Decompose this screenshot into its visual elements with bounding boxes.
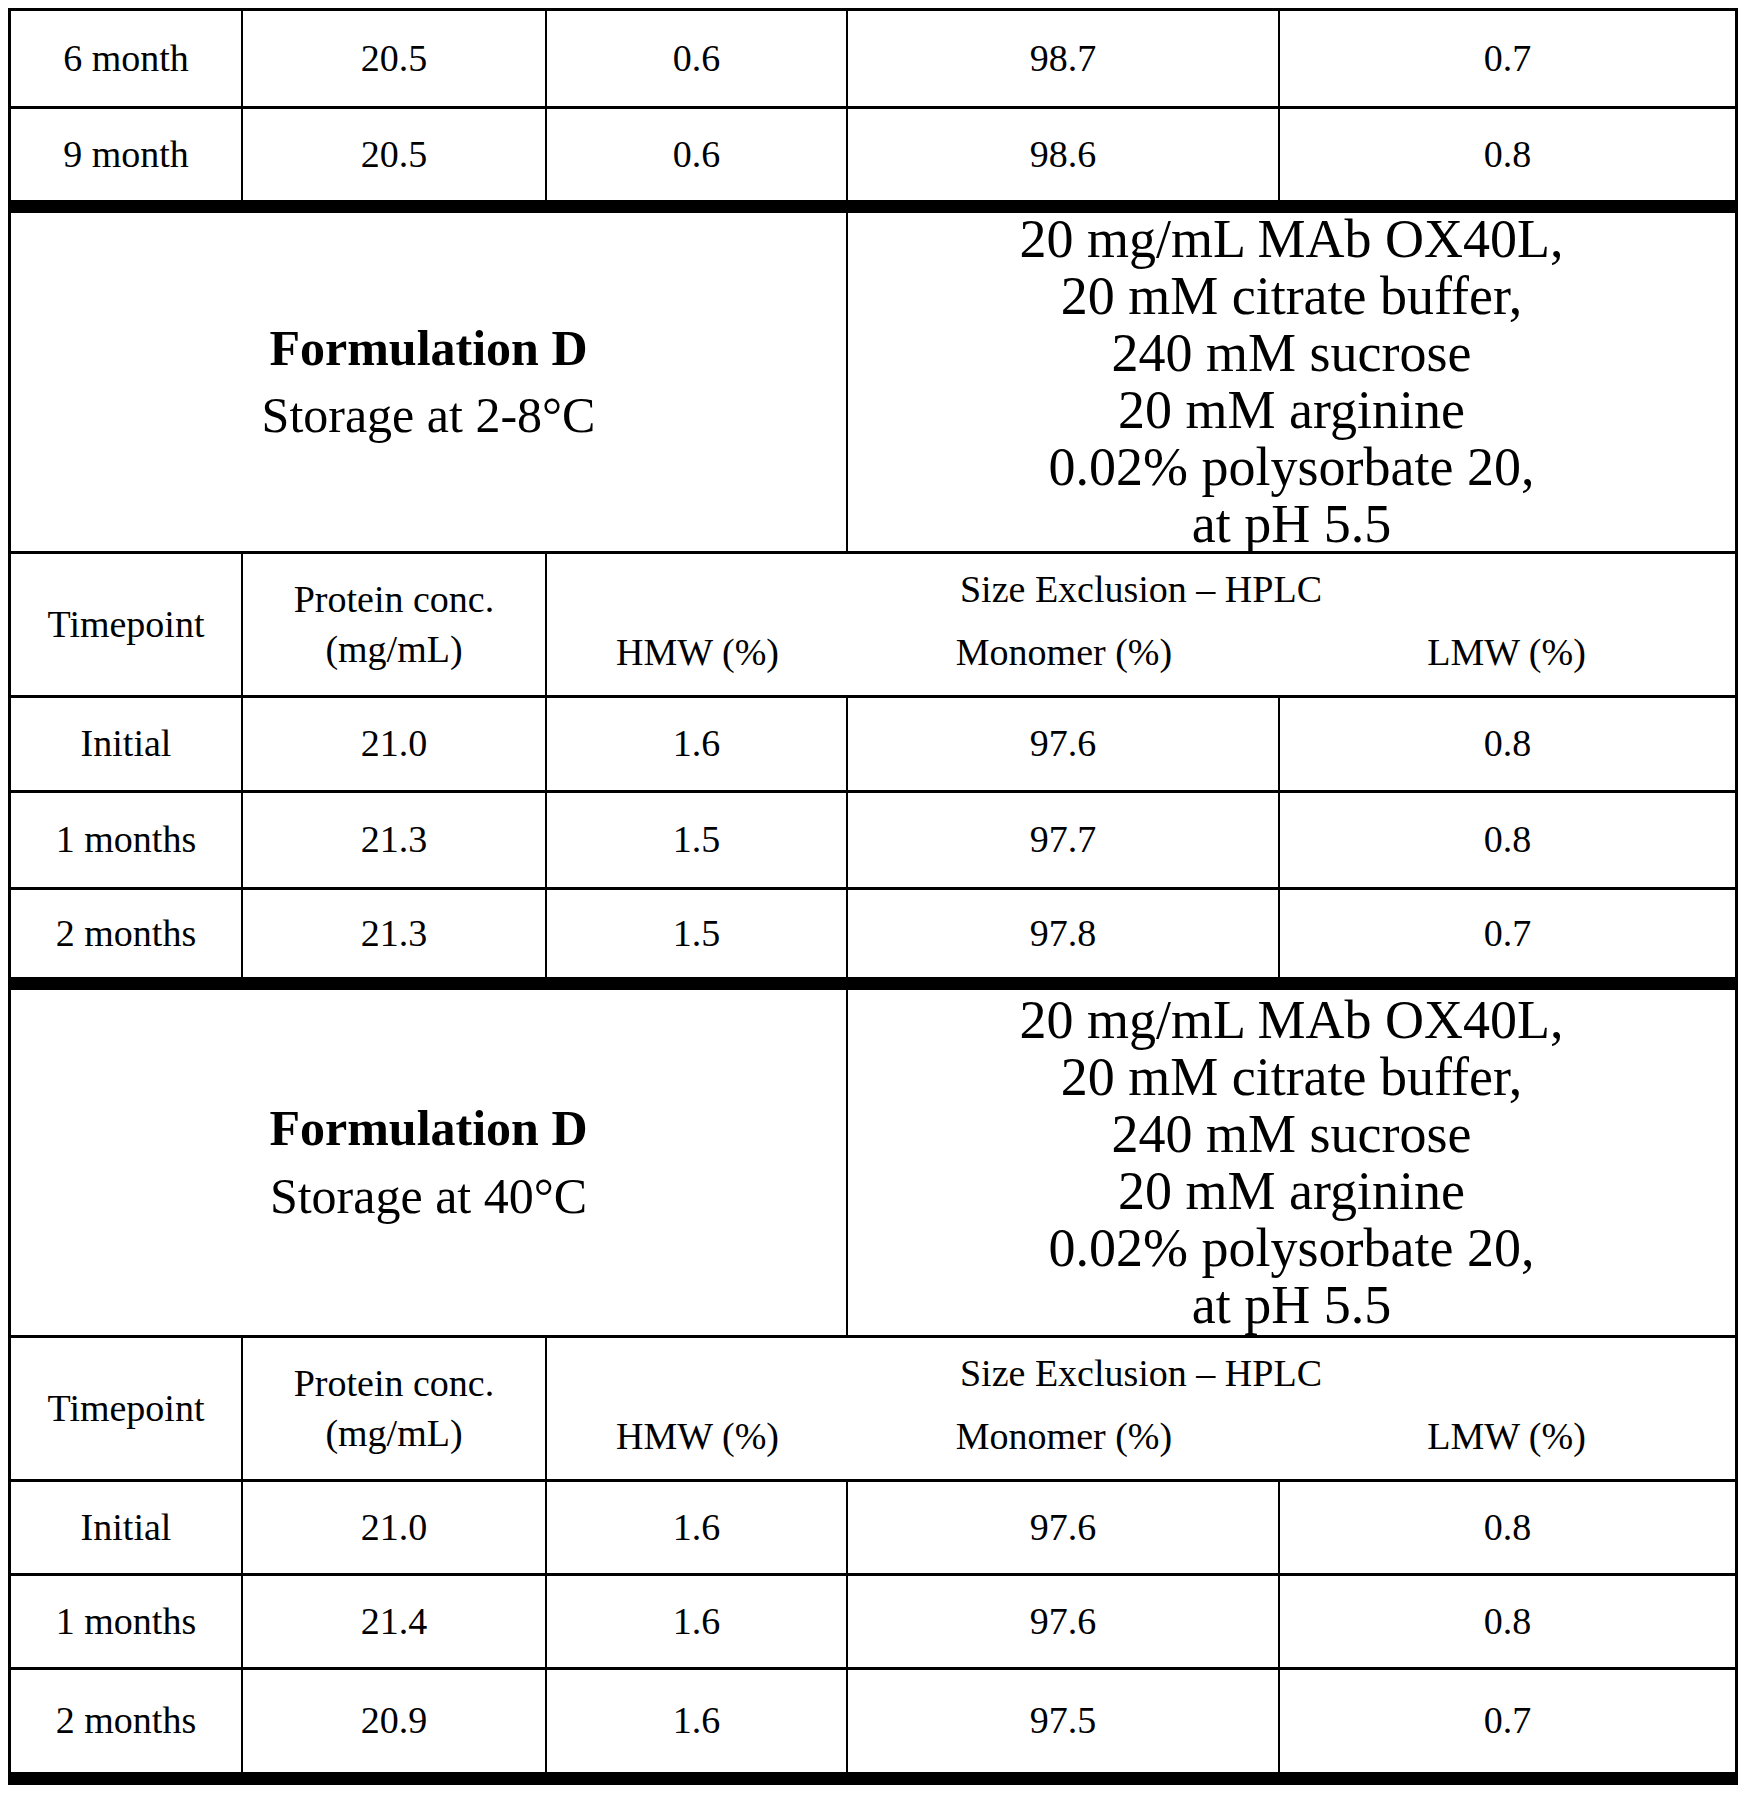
header-lmw: LMW (%) bbox=[1280, 631, 1733, 675]
cell-hmw: 1.6 bbox=[547, 698, 848, 790]
cell-protein-conc: 21.3 bbox=[243, 890, 547, 977]
composition-line: 20 mg/mL MAb OX40L, bbox=[1020, 211, 1564, 268]
cell-timepoint: 2 months bbox=[11, 1670, 243, 1772]
formulation-composition-cell: 20 mg/mL MAb OX40L, 20 mM citrate buffer… bbox=[848, 990, 1735, 1335]
cell-timepoint: 1 months bbox=[11, 1576, 243, 1667]
header-lmw: LMW (%) bbox=[1280, 1415, 1733, 1459]
header-protein-conc-line1: Protein conc. bbox=[294, 1359, 495, 1408]
cell-hmw: 0.6 bbox=[547, 11, 848, 106]
cell-lmw: 0.8 bbox=[1280, 793, 1735, 887]
composition-line: 20 mM arginine bbox=[1118, 1163, 1465, 1220]
cell-lmw: 0.7 bbox=[1280, 11, 1735, 106]
cell-monomer: 98.7 bbox=[848, 11, 1280, 106]
header-protein-conc-line2: (mg/mL) bbox=[325, 1409, 462, 1458]
header-row: Timepoint Protein conc. (mg/mL) Size Exc… bbox=[11, 1338, 1735, 1482]
formulation-title-cell: Formulation D Storage at 2-8°C bbox=[11, 213, 848, 551]
header-monomer: Monomer (%) bbox=[848, 631, 1280, 675]
header-sec-hplc-group: Size Exclusion – HPLC HMW (%) Monomer (%… bbox=[547, 1338, 1735, 1479]
composition-line: 20 mg/mL MAb OX40L, bbox=[1020, 992, 1564, 1049]
header-hmw: HMW (%) bbox=[547, 631, 848, 675]
cell-protein-conc: 21.4 bbox=[243, 1576, 547, 1667]
cell-hmw: 1.5 bbox=[547, 793, 848, 887]
cell-timepoint: 6 month bbox=[11, 11, 243, 106]
section-separator-bar bbox=[11, 977, 1735, 990]
table-row: 2 months 21.3 1.5 97.8 0.7 bbox=[11, 890, 1735, 977]
table-row: Initial 21.0 1.6 97.6 0.8 bbox=[11, 1482, 1735, 1576]
header-sec-hplc-group: Size Exclusion – HPLC HMW (%) Monomer (%… bbox=[547, 554, 1735, 695]
cell-hmw: 1.6 bbox=[547, 1576, 848, 1667]
cell-timepoint: 1 months bbox=[11, 793, 243, 887]
header-sec-hplc-title: Size Exclusion – HPLC bbox=[547, 568, 1735, 612]
stability-table: 6 month 20.5 0.6 98.7 0.7 9 month 20.5 0… bbox=[8, 8, 1738, 1785]
cell-lmw: 0.8 bbox=[1280, 1482, 1735, 1573]
composition-line: 0.02% polysorbate 20, bbox=[1049, 1220, 1535, 1277]
cell-lmw: 0.8 bbox=[1280, 1576, 1735, 1667]
formulation-title-cell: Formulation D Storage at 40°C bbox=[11, 990, 848, 1335]
header-timepoint: Timepoint bbox=[11, 554, 243, 695]
header-hmw: HMW (%) bbox=[547, 1415, 848, 1459]
document-page: 6 month 20.5 0.6 98.7 0.7 9 month 20.5 0… bbox=[0, 0, 1751, 1793]
formulation-title: Formulation D bbox=[269, 1100, 587, 1158]
composition-line: 20 mM citrate buffer, bbox=[1061, 268, 1523, 325]
header-protein-conc-line1: Protein conc. bbox=[294, 575, 495, 624]
composition-line: 240 mM sucrose bbox=[1112, 325, 1472, 382]
cell-timepoint: Initial bbox=[11, 1482, 243, 1573]
header-sec-hplc-title: Size Exclusion – HPLC bbox=[547, 1352, 1735, 1396]
header-sec-hplc-sublabels: HMW (%) Monomer (%) LMW (%) bbox=[547, 1415, 1735, 1459]
cell-hmw: 1.6 bbox=[547, 1670, 848, 1772]
table-row: 6 month 20.5 0.6 98.7 0.7 bbox=[11, 11, 1735, 109]
cell-protein-conc: 20.5 bbox=[243, 109, 547, 200]
cell-lmw: 0.8 bbox=[1280, 109, 1735, 200]
formulation-info-row: Formulation D Storage at 2-8°C 20 mg/mL … bbox=[11, 213, 1735, 554]
cell-protein-conc: 21.3 bbox=[243, 793, 547, 887]
cell-hmw: 0.6 bbox=[547, 109, 848, 200]
header-protein-conc: Protein conc. (mg/mL) bbox=[243, 554, 547, 695]
table-row: Initial 21.0 1.6 97.6 0.8 bbox=[11, 698, 1735, 793]
composition-line: at pH 5.5 bbox=[1192, 1277, 1391, 1334]
header-row: Timepoint Protein conc. (mg/mL) Size Exc… bbox=[11, 554, 1735, 698]
cell-hmw: 1.6 bbox=[547, 1482, 848, 1573]
cell-lmw: 0.7 bbox=[1280, 890, 1735, 977]
composition-line: 20 mM citrate buffer, bbox=[1061, 1049, 1523, 1106]
cell-timepoint: Initial bbox=[11, 698, 243, 790]
formulation-title: Formulation D bbox=[269, 320, 587, 378]
cell-timepoint: 2 months bbox=[11, 890, 243, 977]
table-row: 9 month 20.5 0.6 98.6 0.8 bbox=[11, 109, 1735, 200]
cell-lmw: 0.7 bbox=[1280, 1670, 1735, 1772]
cell-monomer: 97.6 bbox=[848, 1576, 1280, 1667]
cell-monomer: 97.6 bbox=[848, 1482, 1280, 1573]
cell-monomer: 97.7 bbox=[848, 793, 1280, 887]
formulation-composition-cell: 20 mg/mL MAb OX40L, 20 mM citrate buffer… bbox=[848, 213, 1735, 551]
cell-protein-conc: 21.0 bbox=[243, 1482, 547, 1573]
table-bottom-bar bbox=[11, 1772, 1735, 1785]
cell-lmw: 0.8 bbox=[1280, 698, 1735, 790]
header-protein-conc-line2: (mg/mL) bbox=[325, 625, 462, 674]
composition-line: at pH 5.5 bbox=[1192, 496, 1391, 553]
composition-line: 20 mM arginine bbox=[1118, 382, 1465, 439]
table-row: 2 months 20.9 1.6 97.5 0.7 bbox=[11, 1670, 1735, 1772]
cell-protein-conc: 20.9 bbox=[243, 1670, 547, 1772]
cell-hmw: 1.5 bbox=[547, 890, 848, 977]
cell-monomer: 97.8 bbox=[848, 890, 1280, 977]
header-timepoint: Timepoint bbox=[11, 1338, 243, 1479]
header-protein-conc: Protein conc. (mg/mL) bbox=[243, 1338, 547, 1479]
table-row: 1 months 21.3 1.5 97.7 0.8 bbox=[11, 793, 1735, 890]
formulation-storage-condition: Storage at 2-8°C bbox=[262, 387, 596, 445]
cell-protein-conc: 21.0 bbox=[243, 698, 547, 790]
cell-monomer: 98.6 bbox=[848, 109, 1280, 200]
composition-line: 0.02% polysorbate 20, bbox=[1049, 439, 1535, 496]
table-row: 1 months 21.4 1.6 97.6 0.8 bbox=[11, 1576, 1735, 1670]
cell-monomer: 97.6 bbox=[848, 698, 1280, 790]
cell-protein-conc: 20.5 bbox=[243, 11, 547, 106]
formulation-info-row: Formulation D Storage at 40°C 20 mg/mL M… bbox=[11, 990, 1735, 1338]
header-sec-hplc-sublabels: HMW (%) Monomer (%) LMW (%) bbox=[547, 631, 1735, 675]
cell-monomer: 97.5 bbox=[848, 1670, 1280, 1772]
header-monomer: Monomer (%) bbox=[848, 1415, 1280, 1459]
cell-timepoint: 9 month bbox=[11, 109, 243, 200]
composition-line: 240 mM sucrose bbox=[1112, 1106, 1472, 1163]
formulation-storage-condition: Storage at 40°C bbox=[270, 1168, 587, 1226]
